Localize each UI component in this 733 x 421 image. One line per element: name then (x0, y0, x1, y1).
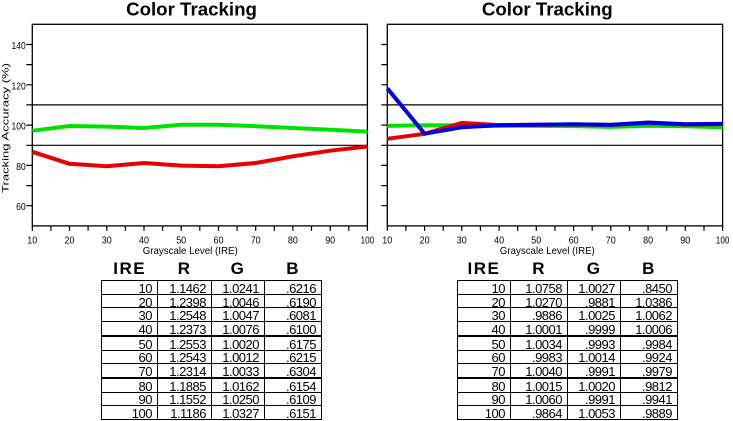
svg-text:50: 50 (176, 234, 186, 246)
svg-text:Color Tracking: Color Tracking (482, 0, 613, 20)
svg-text:80: 80 (16, 162, 26, 173)
svg-text:Color Tracking: Color Tracking (126, 0, 257, 20)
svg-text:80: 80 (288, 234, 298, 246)
svg-text:60: 60 (16, 202, 26, 213)
svg-text:100: 100 (12, 122, 27, 133)
svg-text:100: 100 (716, 234, 730, 246)
svg-text:Grayscale Level (IRE): Grayscale Level (IRE) (143, 245, 238, 257)
svg-text:20: 20 (420, 234, 430, 246)
svg-text:60: 60 (214, 234, 224, 246)
svg-text:20: 20 (65, 234, 75, 246)
svg-text:Grayscale Level (IRE): Grayscale Level (IRE) (500, 245, 595, 257)
svg-text:10: 10 (27, 234, 37, 246)
svg-text:90: 90 (680, 234, 690, 246)
svg-text:80: 80 (643, 234, 653, 246)
svg-text:140: 140 (12, 41, 27, 52)
svg-text:100: 100 (361, 234, 375, 246)
svg-text:40: 40 (494, 234, 504, 246)
svg-text:60: 60 (569, 234, 579, 246)
svg-text:70: 70 (606, 234, 616, 246)
svg-text:Tracking Accuracy (%): Tracking Accuracy (%) (0, 63, 10, 193)
svg-text:10: 10 (382, 234, 392, 246)
svg-text:30: 30 (102, 234, 112, 246)
svg-text:30: 30 (457, 234, 467, 246)
svg-text:40: 40 (139, 234, 149, 246)
svg-text:120: 120 (12, 81, 27, 92)
svg-text:70: 70 (251, 234, 261, 246)
svg-text:90: 90 (325, 234, 335, 246)
svg-text:50: 50 (531, 234, 541, 246)
